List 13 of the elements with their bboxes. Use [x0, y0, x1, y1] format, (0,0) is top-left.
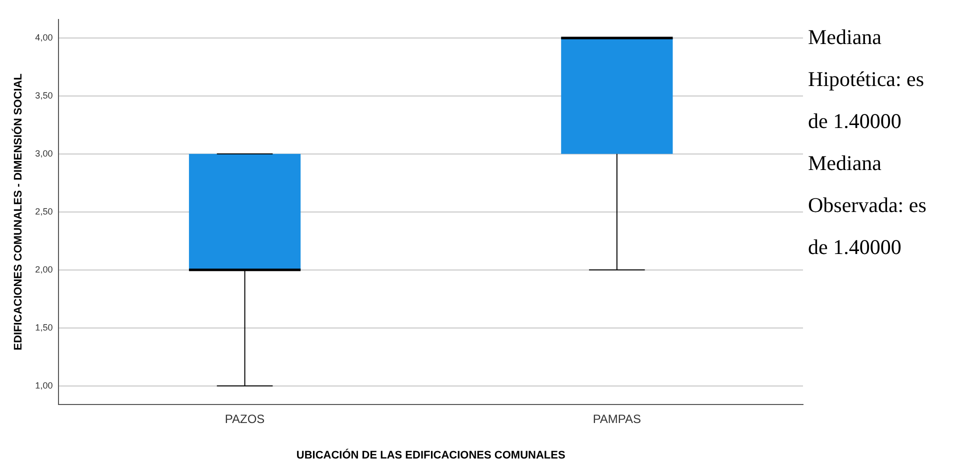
y-axis-title: EDIFICACIONES COMUNALES - DIMENSIÓN SOCIAL	[12, 73, 25, 350]
y-tick-label: 2,50	[35, 206, 53, 216]
text: Mediana Hipotética: es de 1.40000	[808, 24, 926, 135]
y-tick-label: 4,00	[35, 32, 53, 42]
text: Mediana Observada: es de 1.40000	[808, 150, 928, 261]
y-tick-label: 1,00	[35, 380, 53, 390]
y-tick-label: 2,00	[35, 264, 53, 274]
x-tick-label: PAMPAS	[592, 412, 642, 426]
x-axis-title: UBICACIÓN DE LAS EDIFICACIONES COMUNALES	[296, 448, 566, 462]
x-tick-label: PAZOS	[224, 412, 265, 426]
y-tick-label: 1,50	[35, 322, 53, 332]
y-tick-label: 3,50	[35, 90, 53, 100]
y-tick-label: 3,00	[35, 148, 53, 158]
